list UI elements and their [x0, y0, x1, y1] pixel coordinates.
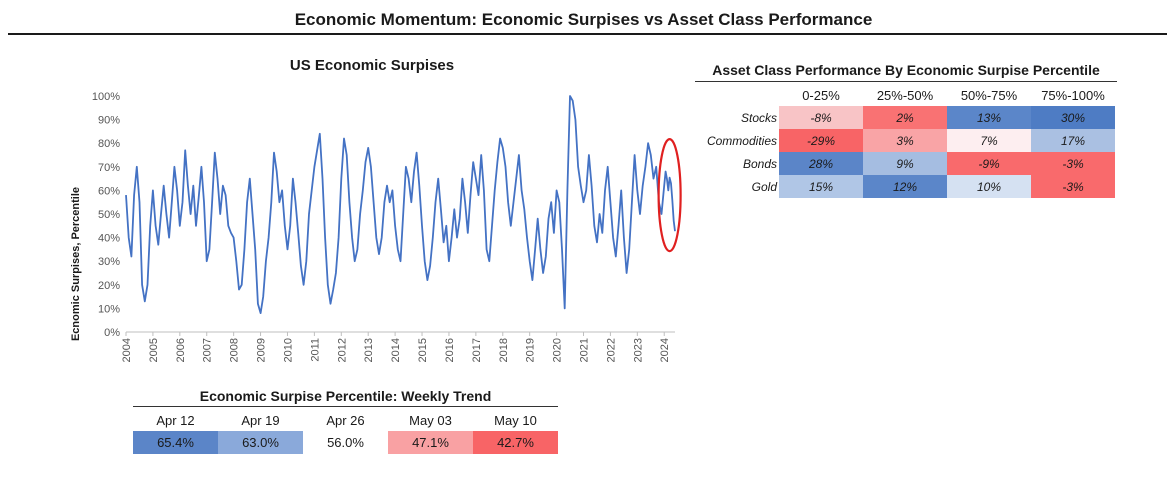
x-tick-label: 2011 [309, 338, 321, 362]
performance-row-commodities: Commodities -29% 3% 7% 17% [695, 129, 1115, 152]
trend-value-cell: 56.0% [303, 431, 388, 454]
surprise-line-chart: US Economic Surpises Ecnomic Surpises, P… [70, 57, 682, 362]
trend-date-header: Apr 19 [241, 412, 280, 428]
performance-cell: -9% [947, 152, 1031, 175]
trend-date-header: Apr 26 [326, 412, 365, 428]
title-divider [8, 33, 1167, 35]
trend-value-cell: 65.4% [133, 431, 218, 454]
x-tick-label: 2017 [471, 338, 483, 362]
performance-row-bonds: Bonds 28% 9% -9% -3% [695, 152, 1115, 175]
y-tick-label: 100% [92, 91, 120, 103]
performance-row-gold: Gold 15% 12% 10% -3% [695, 175, 1115, 198]
trend-table-title: Economic Surpise Percentile: Weekly Tren… [199, 388, 492, 404]
trend-title-rule [133, 406, 558, 407]
performance-cell: 15% [779, 175, 863, 198]
y-tick-label: 30% [98, 256, 120, 268]
x-tick-label: 2013 [363, 338, 375, 362]
trend-value-cell: 42.7% [473, 431, 558, 454]
x-tick-label: 2015 [417, 338, 429, 362]
x-tick-label: 2016 [444, 338, 456, 362]
performance-cell: 30% [1031, 106, 1115, 129]
series-line [125, 95, 676, 314]
performance-cell: 7% [947, 129, 1031, 152]
trend-value-row: 65.4% 63.0% 56.0% 47.1% 42.7% [133, 431, 558, 454]
performance-cell: -3% [1031, 175, 1115, 198]
trend-header-row: Apr 12 Apr 19 Apr 26 May 03 May 10 [133, 409, 558, 431]
performance-table-title: Asset Class Performance By Economic Surp… [712, 62, 1100, 78]
performance-cell: -8% [779, 106, 863, 129]
performance-cell: -29% [779, 129, 863, 152]
x-tick-label: 2007 [202, 338, 214, 362]
x-tick-label: 2012 [336, 338, 348, 362]
y-tick-label: 70% [98, 162, 120, 174]
x-tick-label: 2004 [121, 338, 133, 362]
trend-value-cell: 63.0% [218, 431, 303, 454]
y-tick-label: 50% [98, 209, 120, 221]
x-tick-label: 2019 [525, 338, 537, 362]
performance-cell: 9% [863, 152, 947, 175]
x-tick-label: 2010 [282, 338, 294, 362]
trend-date-header: May 03 [409, 412, 452, 428]
performance-cell: 12% [863, 175, 947, 198]
performance-row-stocks: Stocks -8% 2% 13% 30% [695, 106, 1115, 129]
performance-title-rule [695, 81, 1117, 82]
x-tick-label: 2009 [256, 338, 268, 362]
performance-cell: 10% [947, 175, 1031, 198]
x-tick-label: 2008 [229, 338, 241, 362]
performance-col-header: 75%-100% [1041, 87, 1105, 103]
y-tick-label: 60% [98, 185, 120, 197]
x-tick-label: 2005 [148, 338, 160, 362]
page-title: Economic Momentum: Economic Surpises vs … [294, 10, 873, 29]
x-tick-label: 2018 [498, 338, 510, 362]
x-tick-label: 2021 [579, 338, 591, 362]
row-label: Commodities [706, 133, 777, 148]
performance-cell: 3% [863, 129, 947, 152]
chart-title: US Economic Surpises [290, 57, 454, 74]
row-label: Gold [751, 179, 777, 194]
y-tick-label: 90% [98, 115, 120, 127]
y-tick-label: 0% [104, 327, 120, 339]
performance-col-header: 25%-50% [876, 87, 934, 103]
performance-col-header: 0-25% [802, 87, 840, 103]
performance-cell: 13% [947, 106, 1031, 129]
y-tick-label: 40% [98, 233, 120, 245]
trend-date-header: May 10 [494, 412, 537, 428]
x-tick-label: 2023 [632, 338, 644, 362]
trend-date-header: Apr 12 [156, 412, 195, 428]
trend-table: Apr 12 Apr 19 Apr 26 May 03 May 10 65.4%… [133, 409, 558, 454]
y-axis-label: Ecnomic Surpises, Percentile [70, 187, 82, 341]
x-tick-label: 2020 [552, 338, 564, 362]
y-tick-label: 80% [98, 138, 120, 150]
y-tick-label: 10% [98, 303, 120, 315]
row-label: Bonds [742, 156, 777, 171]
highlight-ellipse [657, 138, 682, 253]
x-tick-label: 2022 [605, 338, 617, 362]
row-label: Stocks [740, 110, 777, 125]
performance-col-header: 50%-75% [960, 87, 1018, 103]
x-tick-label: 2024 [659, 338, 671, 362]
x-tick-label: 2006 [175, 338, 187, 362]
performance-header-corner [695, 84, 779, 106]
performance-cell: 17% [1031, 129, 1115, 152]
performance-cell: 2% [863, 106, 947, 129]
performance-cell: -3% [1031, 152, 1115, 175]
y-tick-label: 20% [98, 280, 120, 292]
chart-axes-layer: 0% 10% 20% 30% 40% 50% 60% 70% 80% 90% 100% 2004 200… [92, 91, 675, 362]
performance-cell: 28% [779, 152, 863, 175]
x-tick-label: 2014 [390, 338, 402, 362]
performance-table: 0-25% 25%-50% 50%-75% 75%-100% Stocks -8… [695, 84, 1115, 198]
trend-value-cell: 47.1% [388, 431, 473, 454]
performance-header-row: 0-25% 25%-50% 50%-75% 75%-100% [695, 84, 1115, 106]
